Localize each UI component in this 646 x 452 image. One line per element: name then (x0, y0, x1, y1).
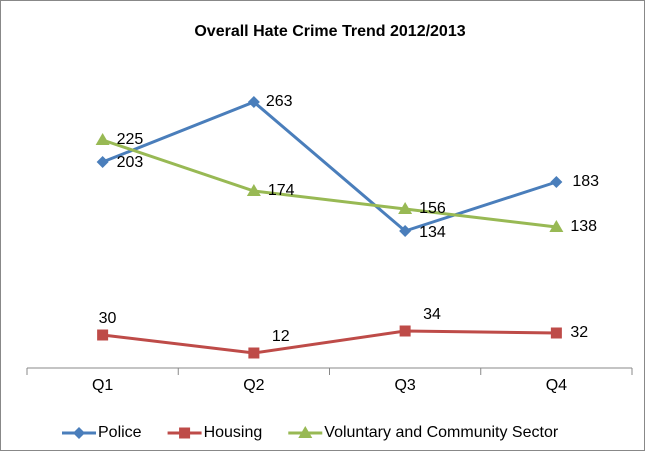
data-label: 12 (272, 328, 290, 345)
series-line (102, 138, 557, 229)
marker (73, 427, 85, 439)
chart-title: Overall Hate Crime Trend 2012/2013 (194, 23, 465, 40)
marker (399, 225, 412, 237)
data-label: 34 (423, 306, 441, 323)
marker (398, 202, 413, 214)
marker (95, 133, 110, 145)
x-tick-label: Q1 (92, 377, 113, 394)
data-label: 138 (570, 218, 597, 235)
series-line (102, 100, 557, 233)
data-label: 30 (99, 310, 117, 327)
x-tick-label: Q2 (243, 377, 264, 394)
marker (550, 176, 563, 188)
data-label: 263 (266, 93, 293, 110)
marker (549, 220, 564, 232)
data-label: 32 (570, 324, 588, 341)
marker (550, 327, 562, 339)
marker (248, 347, 260, 359)
data-label: 183 (572, 173, 599, 190)
marker (97, 329, 109, 341)
marker (179, 427, 191, 439)
data-label: 174 (268, 182, 295, 199)
legend-label: Police (98, 424, 142, 441)
x-tick-label: Q3 (394, 377, 415, 394)
data-label: 156 (419, 200, 446, 217)
data-label: 134 (419, 224, 446, 241)
marker (399, 325, 411, 337)
marker (247, 96, 260, 108)
x-tick-label: Q4 (546, 377, 567, 394)
legend-label: Housing (204, 424, 263, 441)
marker (96, 156, 109, 168)
data-label: 225 (117, 131, 144, 148)
marker (298, 426, 313, 438)
data-label: 203 (117, 154, 144, 171)
legend-label: Voluntary and Community Sector (324, 424, 559, 441)
marker (246, 184, 261, 196)
series-line (102, 329, 557, 355)
